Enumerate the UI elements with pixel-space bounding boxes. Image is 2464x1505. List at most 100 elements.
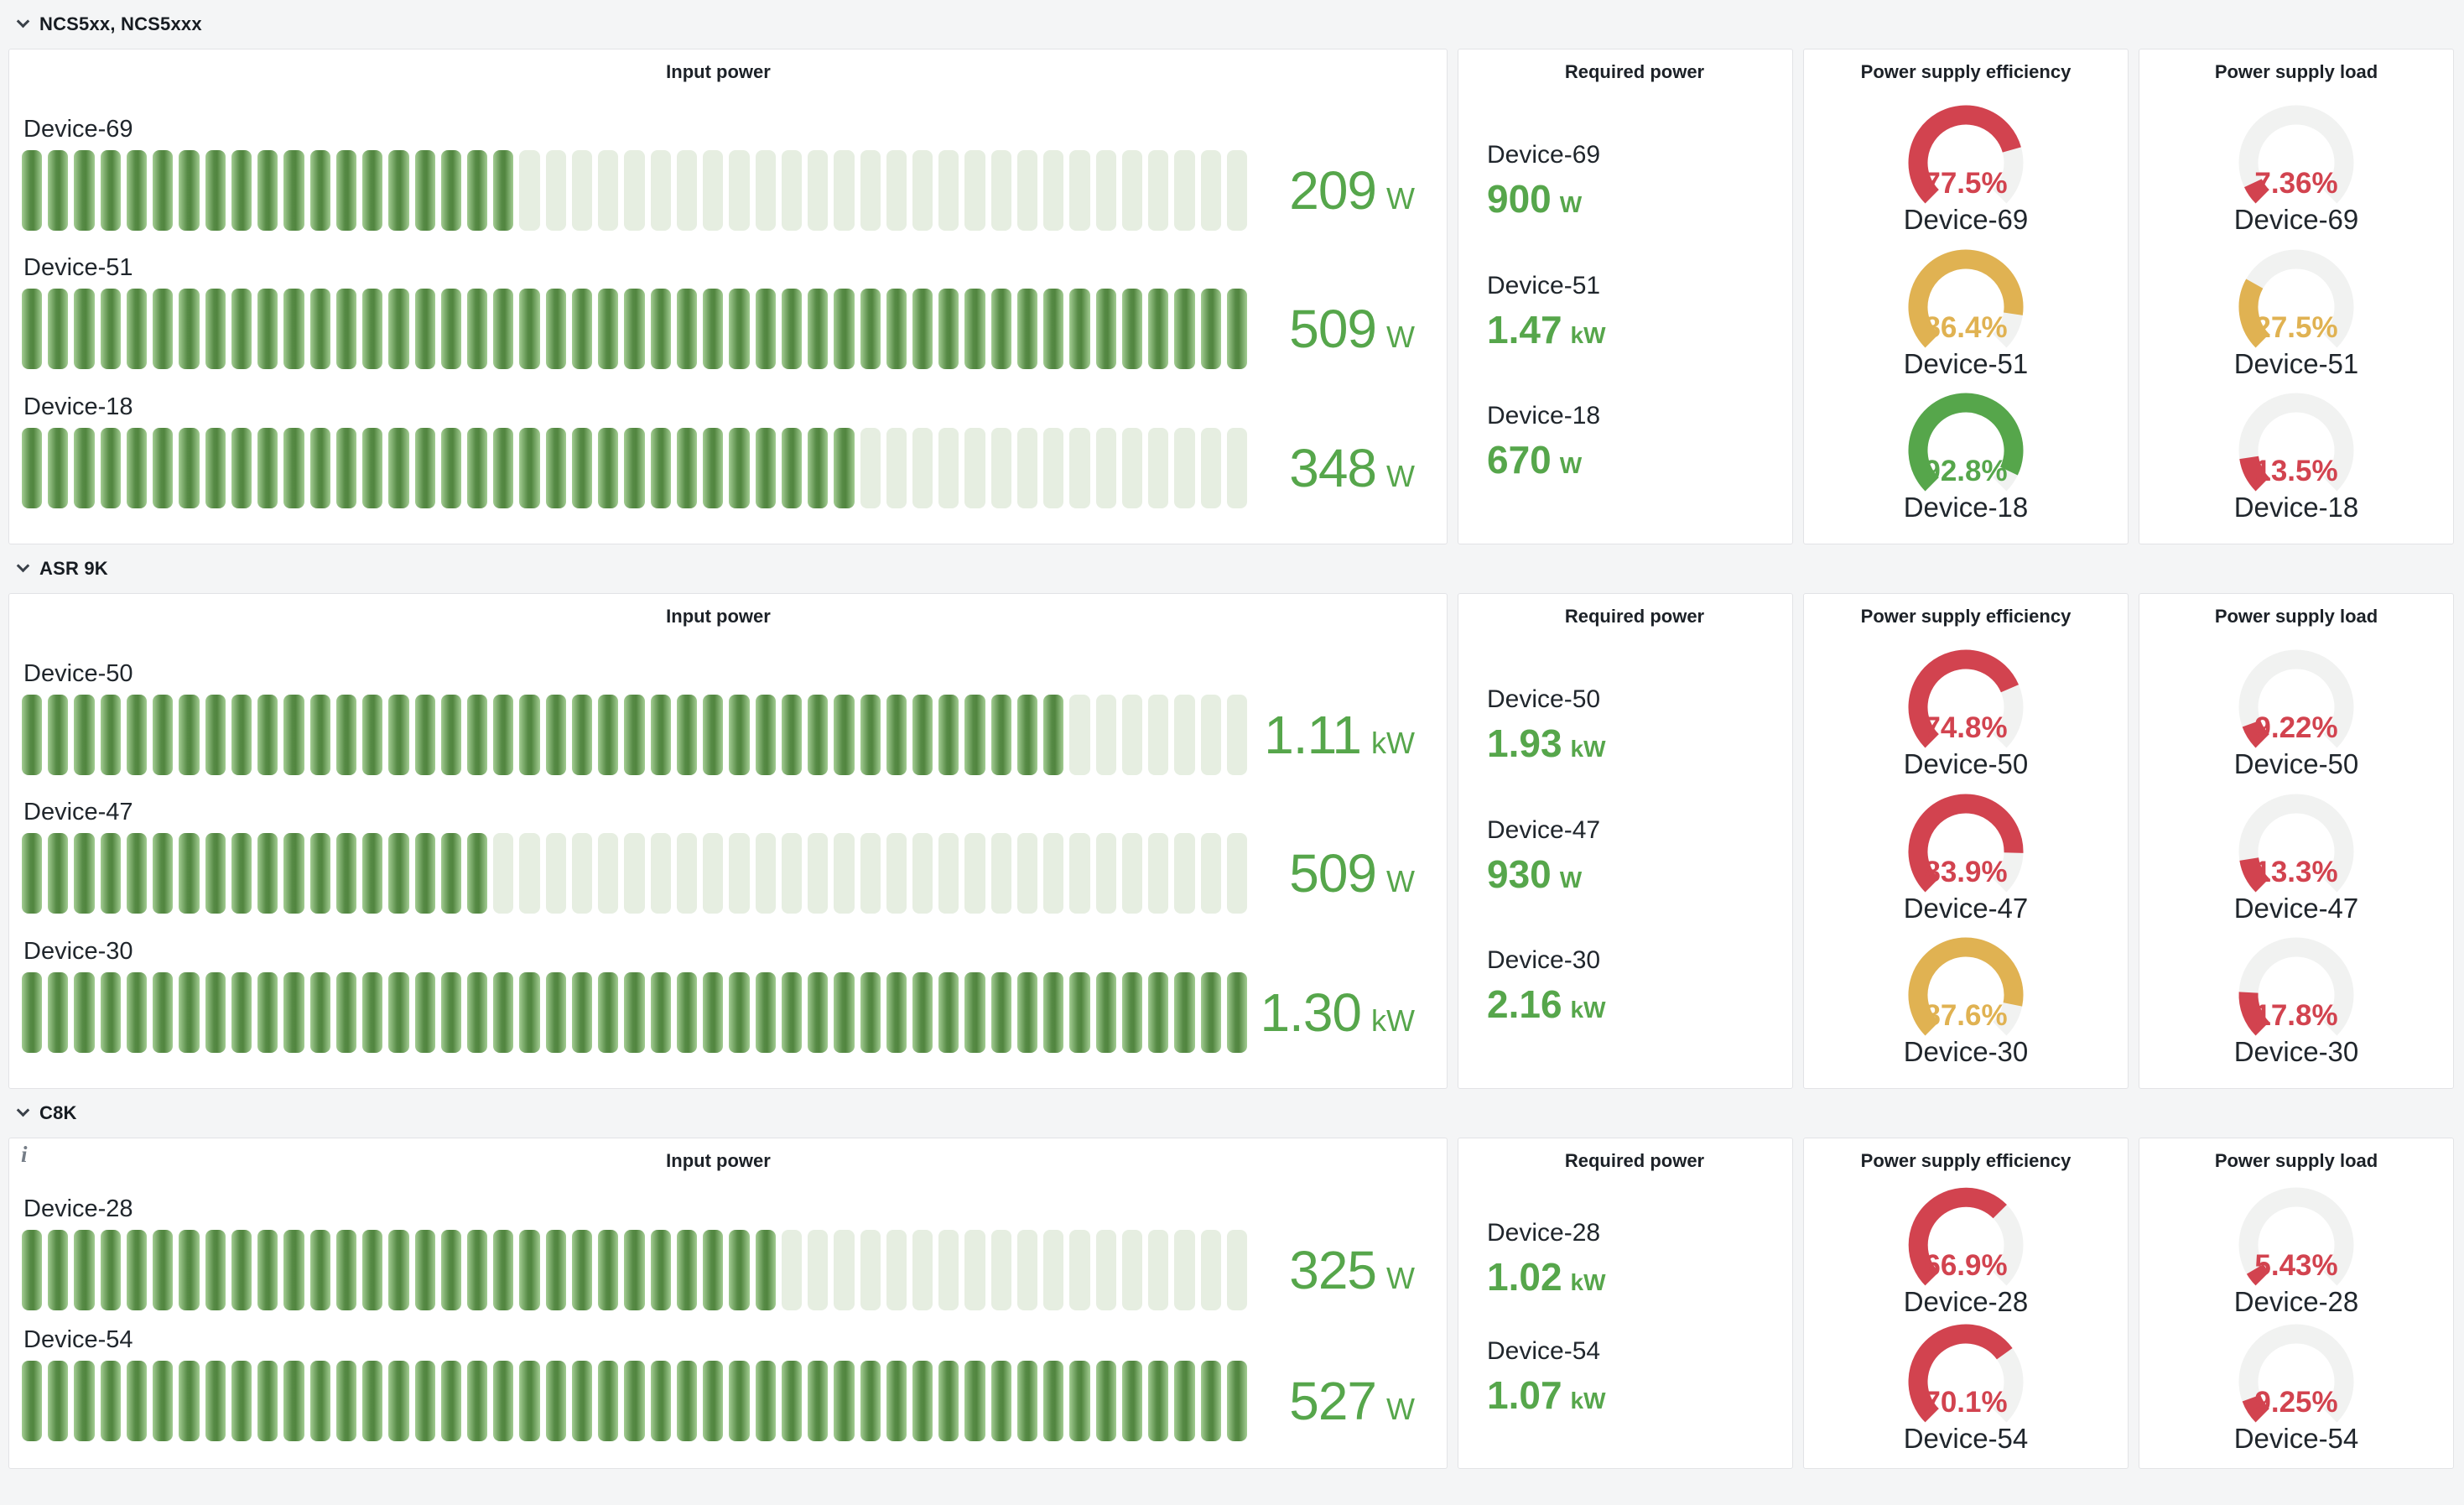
- bar-cell: [912, 833, 933, 914]
- bar-cell: [1095, 289, 1116, 369]
- required-power-unit: kW: [1570, 996, 1606, 1023]
- bar-cell: [964, 289, 985, 369]
- bar-cell: [781, 1230, 803, 1311]
- bar-cell: [624, 1230, 645, 1311]
- efficiency-gauge-arc: 66.9%: [1908, 1187, 2024, 1286]
- bar-cell: [153, 1230, 174, 1311]
- bar-cell: [1016, 833, 1038, 914]
- bar-cell: [493, 971, 514, 1053]
- bar-cell: [362, 149, 383, 231]
- bar-cell: [571, 289, 593, 369]
- input-power-value: 325 W: [1247, 1239, 1415, 1301]
- bar-cell: [860, 427, 881, 508]
- bar-cell: [74, 694, 95, 775]
- bar-cell: [493, 149, 514, 231]
- bar-gauge-line: 509 W: [22, 289, 1415, 369]
- bar-cell: [1200, 1230, 1221, 1311]
- bar-cell: [22, 1230, 43, 1311]
- bar-cell: [74, 833, 95, 914]
- bar-cell: [598, 971, 619, 1053]
- bar-cell: [257, 1360, 278, 1441]
- bar-cell: [179, 1230, 200, 1311]
- gauge-value-arc: [1908, 393, 2024, 492]
- bar-cell: [571, 427, 593, 508]
- bar-gauge-line: 509 W: [22, 833, 1415, 914]
- input-power-value: 1.30 kW: [1247, 982, 1415, 1044]
- bar-cell: [545, 1230, 566, 1311]
- bar-cell: [1069, 833, 1090, 914]
- efficiency-gauge-device-label: Device-69: [1903, 203, 2029, 235]
- bar-cell: [1069, 427, 1090, 508]
- bar-cell: [1200, 1360, 1221, 1441]
- bar-cell: [22, 1360, 43, 1441]
- load-gauge-arc: 5.43%: [2238, 1187, 2354, 1286]
- device-label: Device-47: [23, 799, 133, 825]
- required-power-value: 1.02 kW: [1487, 1254, 1782, 1299]
- bar-cell: [860, 694, 881, 775]
- bar-cell: [1043, 1230, 1064, 1311]
- bar-cell: [1174, 833, 1195, 914]
- bar-cell: [624, 289, 645, 369]
- load-gauge-device-label: Device-47: [2233, 892, 2359, 924]
- bar-cell: [1095, 149, 1116, 231]
- bar-cell: [100, 971, 121, 1053]
- bar-cell: [205, 289, 226, 369]
- load-gauge-value: 9.22%: [2254, 711, 2337, 744]
- bar-cell: [650, 971, 671, 1053]
- bar-cell: [650, 149, 671, 231]
- required-power-number: 1.07: [1487, 1373, 1562, 1418]
- bar-cell: [912, 971, 933, 1053]
- section-header-asr9k[interactable]: ASR 9K: [8, 544, 2456, 593]
- bar-cell: [466, 694, 488, 775]
- bar-cell: [493, 694, 514, 775]
- bar-cell: [100, 694, 121, 775]
- bar-cell: [938, 149, 959, 231]
- section-title: C8K: [39, 1102, 77, 1123]
- required-power-value: 930 W: [1487, 851, 1782, 897]
- bar-gauge-row: Device-47 509 W: [22, 799, 1415, 914]
- bar-cell: [1226, 1360, 1248, 1441]
- device-label: Device-51: [1487, 271, 1601, 299]
- input-power-unit: W: [1386, 1391, 1415, 1426]
- section-header-ncs5xx[interactable]: NCS5xx, NCS5xxx: [8, 0, 2456, 49]
- bar-cell: [808, 289, 829, 369]
- bar-cell: [48, 1360, 69, 1441]
- bar-cell: [519, 427, 540, 508]
- bar-cell: [1016, 1230, 1038, 1311]
- efficiency-gauge-arc: 70.1%: [1908, 1324, 2024, 1423]
- bar-cell: [676, 1360, 698, 1441]
- bar-cell: [493, 427, 514, 508]
- gauge-value-arc: [2246, 1263, 2270, 1286]
- bar-cell: [990, 289, 1011, 369]
- section-header-c8k[interactable]: C8K: [8, 1089, 2456, 1138]
- bar-cell: [231, 971, 252, 1053]
- input-power-unit: W: [1386, 320, 1415, 354]
- bar-cell: [1148, 833, 1169, 914]
- bar-cell: [153, 427, 174, 508]
- power-supply-efficiency-panel: Power supply efficiency 77.5% Device-69 86.…: [1803, 49, 2129, 544]
- bar-cell: [231, 1360, 252, 1441]
- bar-cell: [48, 149, 69, 231]
- bar-gauge: [22, 694, 1248, 775]
- bar-cell: [1148, 149, 1169, 231]
- input-power-number: 509: [1289, 843, 1377, 904]
- bar-cell: [440, 289, 461, 369]
- bar-cell: [545, 289, 566, 369]
- bar-cell: [1121, 1360, 1143, 1441]
- bar-cell: [886, 694, 907, 775]
- panel-title-required-power: Required power: [1564, 61, 1705, 82]
- input-power-number: 1.30: [1260, 982, 1362, 1043]
- panel-info-icon[interactable]: i: [21, 1142, 28, 1167]
- bar-cell: [729, 971, 750, 1053]
- load-gauge-device-label: Device-51: [2233, 347, 2359, 379]
- device-label: Device-54: [23, 1325, 133, 1353]
- bar-cell: [335, 694, 357, 775]
- required-power-number: 1.93: [1487, 721, 1562, 766]
- power-supply-load-panel: Power supply load 7.36% Device-69 27.5% Devi…: [2139, 49, 2454, 544]
- bar-cell: [48, 971, 69, 1053]
- bar-cell: [493, 833, 514, 914]
- bar-gauge-list: Device-50 1.11 kW Device-47 509 W Device-30 1.3…: [22, 636, 1415, 1076]
- bar-cell: [126, 694, 148, 775]
- input-power-number: 325: [1289, 1240, 1377, 1301]
- bar-cell: [22, 427, 43, 508]
